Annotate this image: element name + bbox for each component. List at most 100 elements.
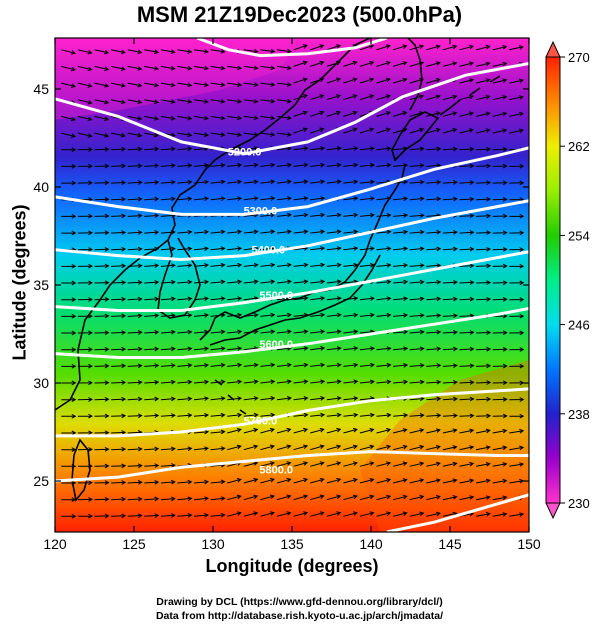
wind-arrow [509,462,525,467]
wind-arrow [94,147,110,152]
wind-arrow [111,246,127,252]
wind-arrow [426,111,441,117]
wind-arrow [127,180,143,185]
wind-arrow [144,49,160,55]
wind-arrow [110,65,126,71]
wind-arrow [326,329,342,335]
wind-arrow [77,513,93,519]
wind-arrow [409,346,425,352]
wind-arrow [210,262,226,268]
wind-arrow [77,430,93,436]
wind-arrow [260,132,276,137]
wind-arrow [144,379,160,385]
contour-label: 5300.0 [244,206,278,218]
wind-arrow [160,49,176,54]
wind-arrow [509,230,525,236]
wind-arrow [476,396,492,402]
wind-arrow [243,412,259,418]
wind-arrow [426,445,441,451]
wind-arrow [343,77,358,84]
wind-arrow [442,296,458,302]
wind-arrow [177,196,193,202]
wind-arrow [426,229,442,235]
wind-arrow [260,279,276,285]
wind-arrow [459,246,475,252]
wind-arrow [260,379,276,385]
wind-arrow [459,111,475,117]
wind-arrow [310,229,326,235]
wind-arrow [227,279,243,285]
wind-arrow [459,330,475,335]
wind-arrow [293,146,309,151]
wind-arrow [326,262,342,268]
wind-arrow [227,115,243,121]
wind-arrow [476,263,492,269]
wind-arrow [476,346,492,352]
wind-arrow [94,396,110,402]
wind-arrow [476,296,492,302]
wind-arrow [475,78,491,84]
wind-arrow [193,479,210,485]
wind-arrow [459,428,475,434]
wind-arrow [376,94,391,101]
wind-arrow [77,263,93,269]
wind-arrow [376,61,391,67]
wind-arrow [426,127,441,134]
wind-arrow [442,128,458,134]
wind-arrow [376,312,392,318]
wind-arrow [492,180,508,186]
wind-arrow [260,262,276,268]
wind-arrow [376,77,391,84]
wind-arrow [475,44,491,51]
wind-arrow [492,45,508,51]
wind-arrow [343,346,359,351]
x-axis-label: Longitude (degrees) [205,556,379,576]
wind-arrow [343,461,358,467]
wind-arrow [227,229,243,235]
wind-arrow [127,313,143,319]
wind-arrow [77,247,93,252]
wind-arrow [293,44,308,51]
wind-arrow [243,427,259,434]
wind-arrow [393,346,409,352]
wind-arrow [442,44,458,51]
wind-arrow [210,246,226,251]
x-tick-label: 130 [201,536,225,552]
wind-arrow [359,428,375,434]
wind-arrow [177,99,193,104]
wind-arrow [61,82,76,88]
wind-arrow [210,396,226,401]
wind-arrow [310,179,326,185]
wind-arrow [476,230,492,235]
wind-arrow [426,94,441,101]
wind-arrow [310,60,325,67]
wind-arrow [293,110,308,117]
wind-arrow [160,82,176,88]
wind-arrow [310,379,326,385]
wind-arrow [492,78,508,84]
wind-arrow [243,196,259,201]
wind-arrow [210,362,226,368]
wind-arrow [77,163,93,169]
wind-arrow [177,479,193,485]
wind-arrow [243,494,259,501]
wind-arrow [343,379,359,385]
wind-arrow [326,346,342,351]
wind-arrow [276,179,292,185]
wind-arrow [276,146,292,151]
wind-arrow [492,280,508,286]
wind-arrow [459,263,475,269]
wind-arrow [144,496,160,502]
wind-arrow [127,346,143,352]
wind-arrow [127,99,143,105]
wind-arrow [293,412,309,418]
wind-arrow [127,163,143,169]
wind-arrow [127,132,143,138]
wind-arrow [409,329,425,335]
wind-arrow [276,427,292,434]
colorbar-tick-label: 270 [568,50,590,65]
wind-arrow [492,512,508,517]
wind-arrow [111,363,127,369]
wind-arrow [459,346,475,352]
wind-arrow [293,461,309,467]
